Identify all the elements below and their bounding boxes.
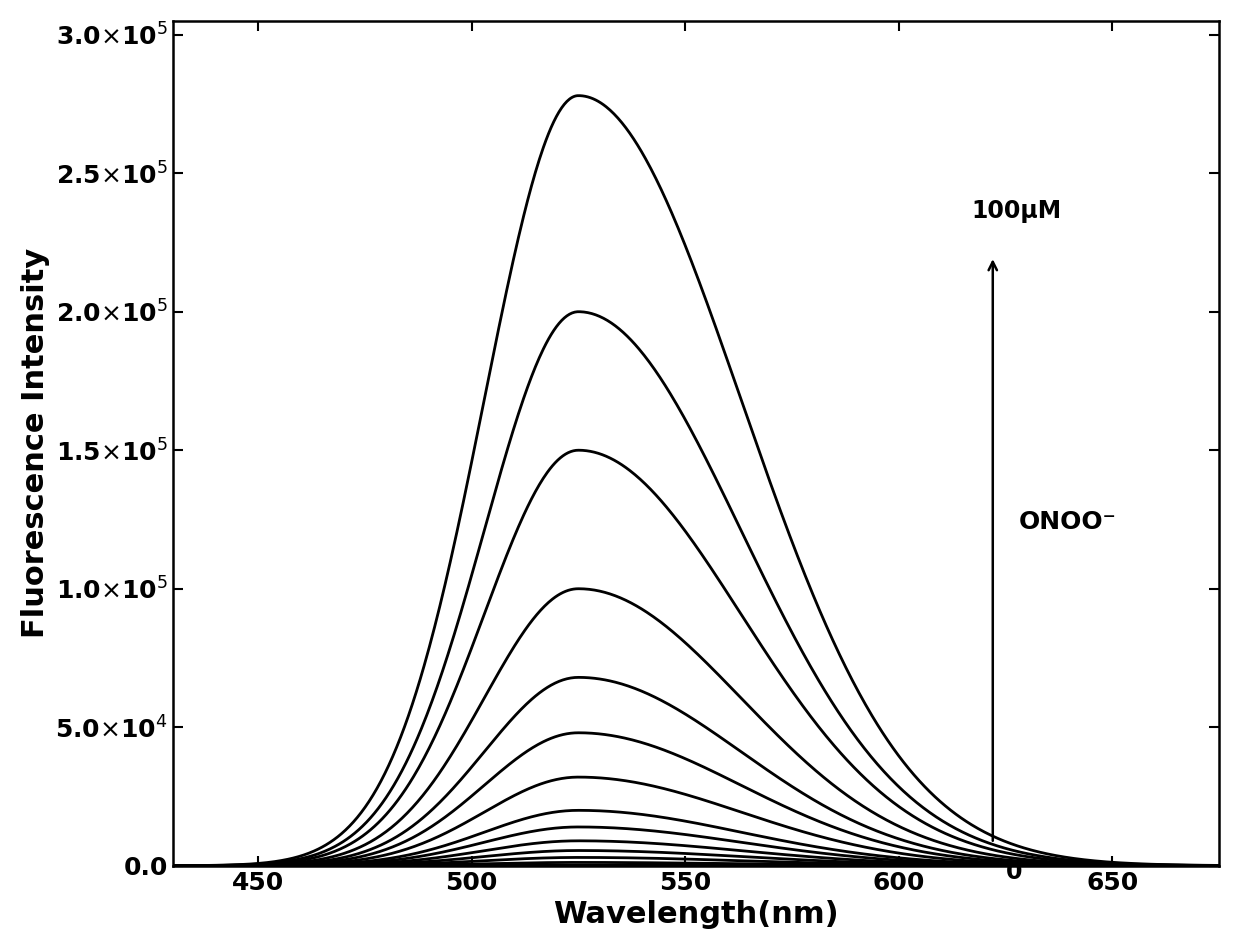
- Y-axis label: Fluorescence Intensity: Fluorescence Intensity: [21, 248, 50, 638]
- Text: 100μM: 100μM: [971, 200, 1061, 223]
- Text: 0: 0: [1006, 860, 1022, 884]
- Text: ONOO⁻: ONOO⁻: [1018, 510, 1116, 534]
- X-axis label: Wavelength(nm): Wavelength(nm): [553, 901, 838, 929]
